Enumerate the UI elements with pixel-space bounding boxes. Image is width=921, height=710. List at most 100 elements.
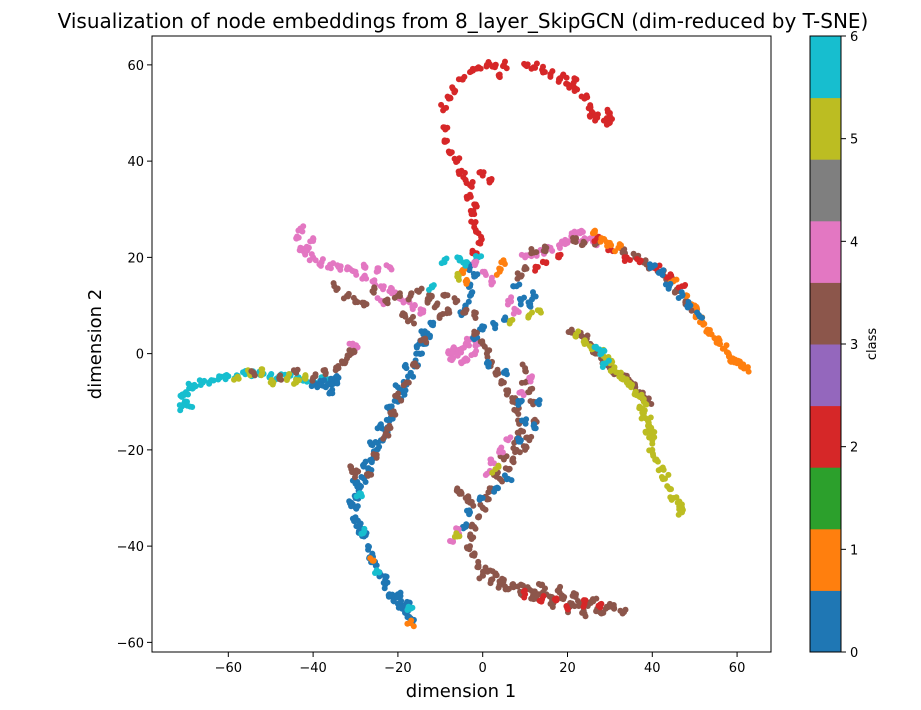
scatter-point-class-3 [411, 320, 417, 327]
scatter-point-class-3 [645, 395, 652, 402]
scatter-point-class-0 [527, 303, 534, 310]
scatter-point-class-2 [477, 240, 484, 247]
scatter-point-class-0 [465, 298, 472, 305]
scatter-point-class-3 [498, 380, 505, 387]
scatter-point-class-3 [493, 572, 500, 579]
scatter-point-class-0 [383, 416, 390, 423]
scatter-point-class-1 [724, 349, 731, 356]
scatter-point-class-0 [383, 573, 390, 580]
scatter-point-class-2 [451, 89, 458, 96]
scatter-point-class-0 [391, 397, 398, 404]
scatter-point-class-4 [508, 298, 515, 305]
scatter-point-class-3 [509, 395, 516, 401]
scatter-point-class-1 [463, 280, 470, 287]
colorbar-segment [810, 97, 841, 160]
colorbar-segment [810, 36, 841, 99]
scatter-point-class-0 [354, 478, 361, 485]
scatter-point-class-5 [648, 447, 655, 454]
scatter-point-class-2 [469, 179, 476, 185]
scatter-points [176, 58, 752, 630]
scatter-point-class-4 [417, 306, 424, 313]
x-tick-label: −40 [299, 661, 326, 676]
scatter-point-class-2 [468, 183, 475, 190]
scatter-point-class-0 [516, 281, 523, 288]
scatter-point-class-5 [640, 396, 647, 402]
scatter-point-class-4 [380, 283, 387, 290]
scatter-point-class-3 [340, 295, 347, 302]
scatter-point-class-0 [651, 262, 658, 269]
scatter-point-class-3 [648, 401, 655, 407]
scatter-point-class-0 [646, 261, 653, 268]
scatter-point-class-3 [309, 377, 316, 384]
scatter-point-class-0 [515, 435, 521, 442]
scatter-point-class-2 [604, 109, 611, 116]
scatter-point-class-0 [308, 383, 315, 390]
scatter-point-class-3 [417, 337, 424, 344]
scatter-point-class-0 [390, 597, 397, 604]
scatter-point-class-4 [450, 344, 457, 351]
scatter-point-class-5 [456, 533, 463, 540]
scatter-point-class-5 [649, 440, 656, 447]
scatter-point-class-3 [436, 315, 443, 321]
scatter-point-class-4 [515, 309, 522, 315]
scatter-point-class-5 [650, 452, 657, 459]
scatter-point-class-0 [404, 598, 411, 605]
scatter-point-class-0 [460, 525, 467, 532]
scatter-point-class-6 [599, 364, 606, 370]
scatter-point-class-5 [235, 375, 242, 382]
scatter-point-class-0 [419, 350, 425, 357]
scatter-point-class-4 [449, 354, 456, 361]
scatter-point-class-3 [395, 390, 402, 397]
scatter-point-class-2 [444, 124, 451, 131]
scatter-point-class-1 [603, 239, 610, 246]
scatter-point-class-0 [399, 604, 406, 611]
scatter-point-class-0 [521, 294, 527, 301]
scatter-point-class-5 [537, 309, 544, 316]
scatter-point-class-3 [472, 315, 479, 321]
scatter-point-class-2 [443, 104, 450, 111]
scatter-point-class-3 [556, 589, 563, 596]
scatter-point-class-2 [473, 65, 480, 72]
scatter-point-class-3 [385, 426, 391, 432]
scatter-point-class-5 [654, 458, 661, 465]
scatter-point-class-2 [523, 63, 530, 70]
scatter-point-class-0 [515, 401, 522, 408]
scatter-point-class-2 [495, 72, 502, 79]
scatter-point-class-0 [328, 381, 335, 388]
scatter-point-class-3 [352, 299, 359, 306]
scatter-point-class-6 [597, 351, 604, 358]
x-axis-ticks: −60 −40 −20 0 20 40 60 [215, 652, 745, 676]
scatter-point-class-6 [268, 371, 275, 377]
scatter-point-class-4 [312, 257, 319, 264]
scatter-point-class-6 [192, 383, 199, 390]
scatter-point-class-0 [392, 382, 399, 389]
scatter-point-class-2 [573, 76, 580, 83]
scatter-point-class-0 [479, 323, 486, 330]
scatter-point-class-3 [475, 558, 482, 565]
scatter-point-class-6 [376, 569, 383, 576]
scatter-point-class-3 [408, 290, 415, 297]
scatter-point-class-2 [555, 254, 562, 261]
scatter-point-class-0 [466, 267, 473, 274]
scatter-point-class-2 [597, 601, 604, 608]
y-tick-label: 20 [127, 251, 144, 266]
scatter-point-class-4 [363, 275, 370, 282]
scatter-point-class-6 [361, 525, 368, 532]
scatter-point-class-3 [582, 613, 589, 620]
scatter-point-class-3 [608, 603, 615, 610]
scatter-point-class-4 [491, 460, 497, 467]
scatter-point-class-4 [472, 343, 479, 349]
scatter-point-class-5 [675, 511, 682, 518]
scatter-point-class-5 [581, 337, 588, 344]
scatter-point-class-5 [659, 476, 666, 483]
scatter-point-class-6 [189, 404, 196, 410]
scatter-point-class-1 [740, 362, 747, 369]
scatter-point-class-3 [442, 291, 448, 298]
scatter-point-class-0 [353, 523, 360, 530]
scatter-point-class-6 [478, 253, 485, 260]
scatter-point-class-2 [446, 149, 453, 156]
scatter-point-class-3 [642, 257, 649, 264]
scatter-point-class-3 [511, 406, 518, 413]
scatter-point-class-6 [472, 253, 479, 259]
